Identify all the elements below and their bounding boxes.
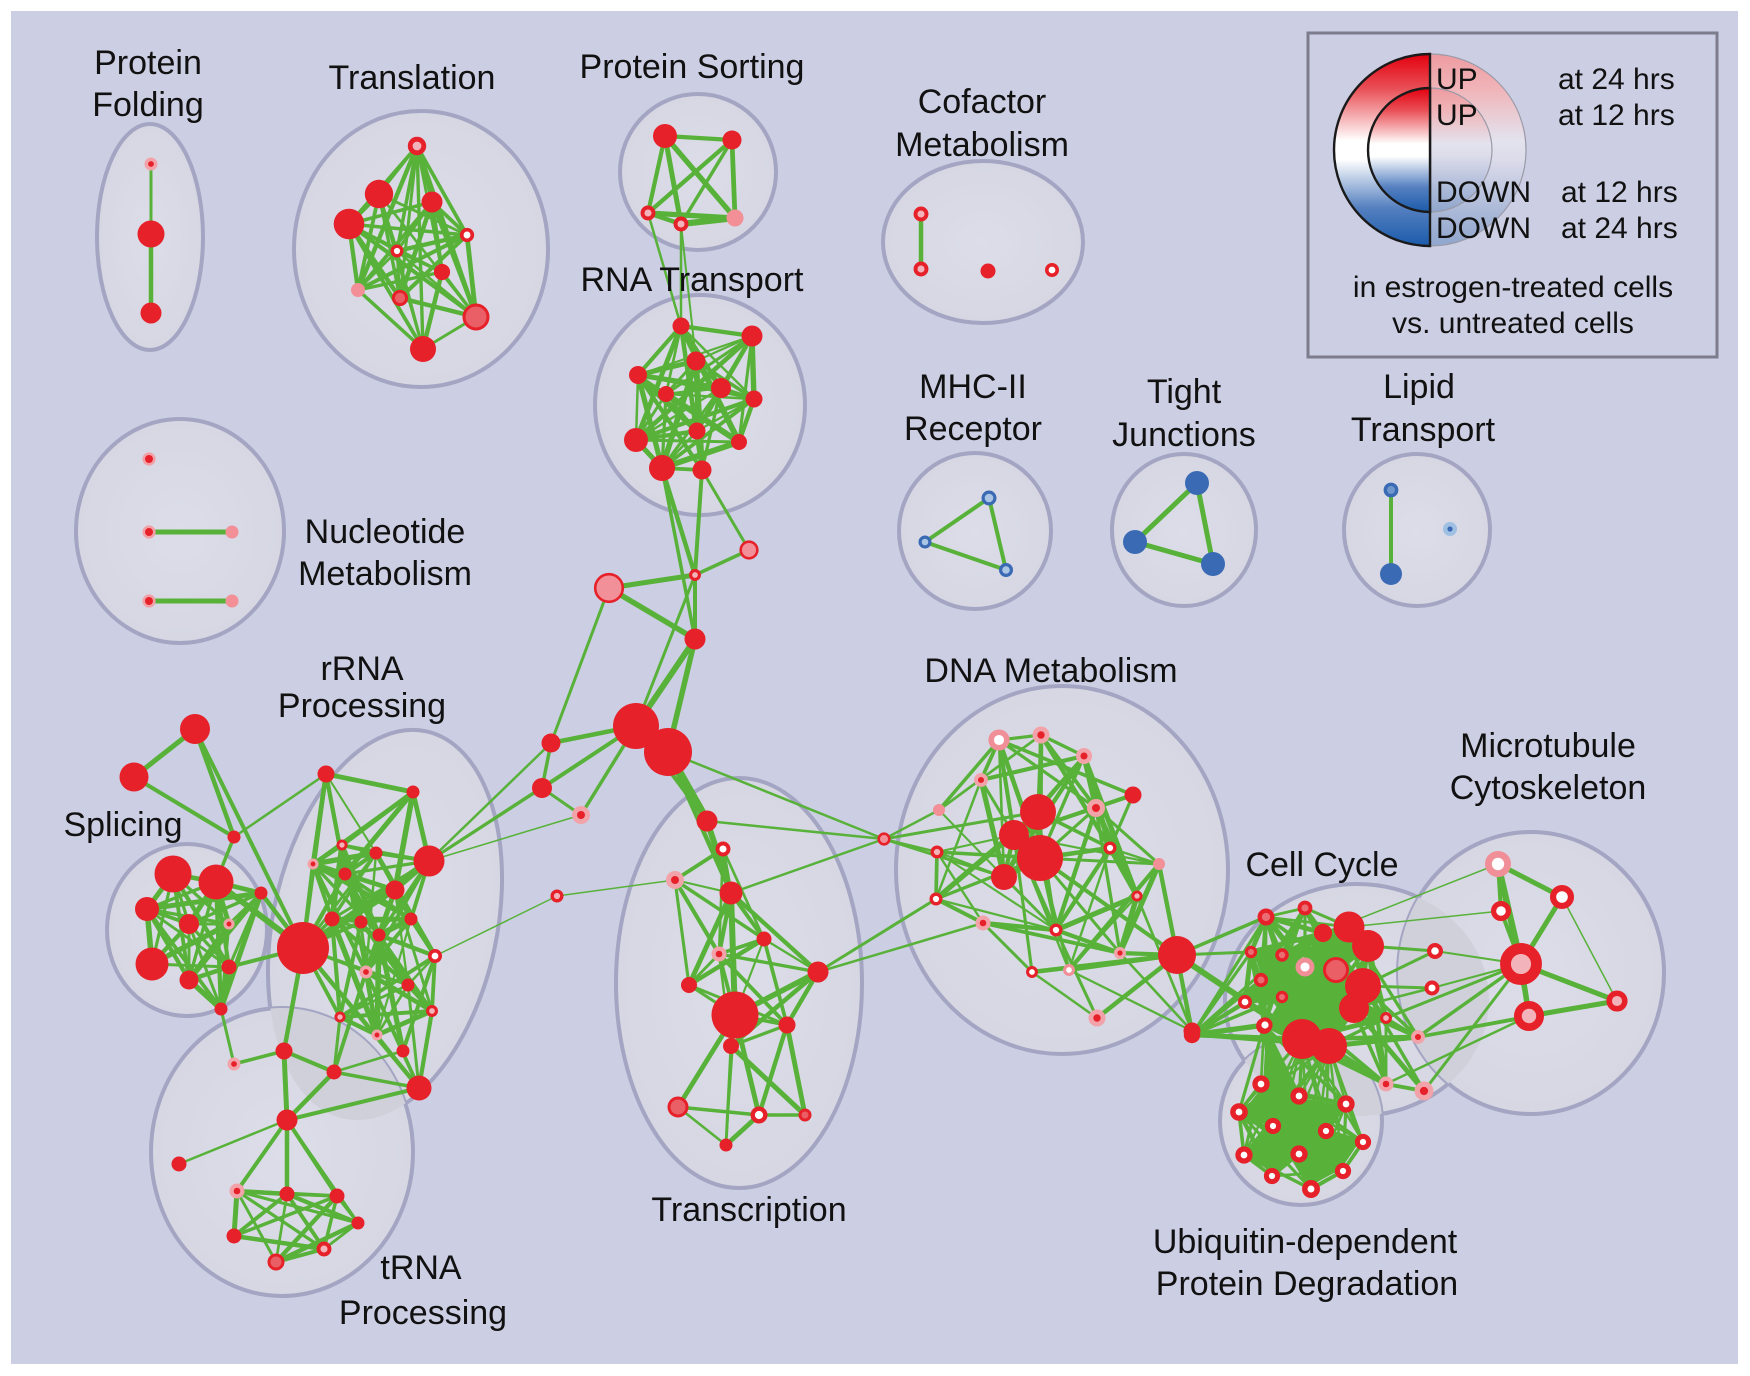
svg-text:tRNA: tRNA [380,1249,462,1287]
svg-text:Protein: Protein [94,44,202,82]
svg-text:in estrogen-treated cells: in estrogen-treated cells [1353,271,1673,304]
svg-text:at 12 hrs: at 12 hrs [1558,99,1675,132]
svg-text:DOWN: DOWN [1436,212,1531,245]
svg-text:at 24 hrs: at 24 hrs [1561,212,1678,245]
svg-text:Folding: Folding [92,86,204,124]
svg-text:Protein Sorting: Protein Sorting [580,48,805,86]
svg-text:Nucleotide: Nucleotide [305,513,466,551]
svg-text:Cell Cycle: Cell Cycle [1245,846,1398,884]
svg-text:DNA Metabolism: DNA Metabolism [924,652,1177,690]
svg-text:RNA Transport: RNA Transport [581,261,805,299]
svg-text:Translation: Translation [329,59,496,97]
svg-text:UP: UP [1436,63,1478,96]
svg-text:Lipid: Lipid [1383,368,1455,406]
svg-text:Transport: Transport [1351,411,1496,449]
svg-text:Cytoskeleton: Cytoskeleton [1450,769,1647,807]
svg-text:Processing: Processing [339,1294,507,1332]
svg-text:Metabolism: Metabolism [298,555,472,593]
svg-text:Tight: Tight [1147,373,1222,411]
svg-text:Receptor: Receptor [904,410,1042,448]
svg-text:Junctions: Junctions [1112,416,1256,454]
svg-text:Transcription: Transcription [651,1191,846,1229]
svg-text:Splicing: Splicing [63,806,182,844]
svg-text:Ubiquitin-dependent: Ubiquitin-dependent [1153,1223,1458,1261]
svg-text:UP: UP [1436,99,1478,132]
svg-text:at 12 hrs: at 12 hrs [1561,176,1678,209]
svg-text:Metabolism: Metabolism [895,126,1069,164]
svg-text:MHC-II: MHC-II [919,368,1027,406]
svg-text:DOWN: DOWN [1436,176,1531,209]
svg-text:Processing: Processing [278,687,446,725]
svg-text:Microtubule: Microtubule [1460,727,1636,765]
svg-text:vs. untreated cells: vs. untreated cells [1392,307,1634,340]
svg-text:Protein Degradation: Protein Degradation [1156,1265,1458,1303]
svg-text:at 24 hrs: at 24 hrs [1558,63,1675,96]
svg-text:rRNA: rRNA [320,650,403,688]
svg-text:Cofactor: Cofactor [918,83,1047,121]
